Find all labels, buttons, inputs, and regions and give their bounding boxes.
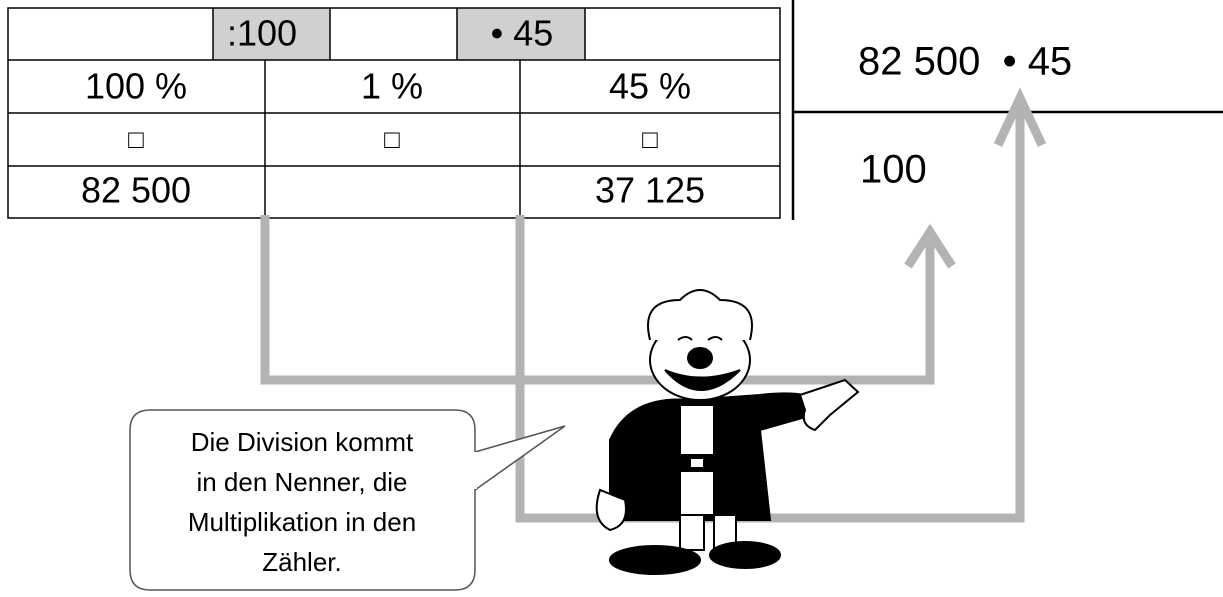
arrow-cell: □ <box>642 124 658 154</box>
clown <box>597 290 858 574</box>
result-cell: 37 125 <box>595 170 705 211</box>
arrow-cell: □ <box>384 124 400 154</box>
result-cell: 82 500 <box>81 170 191 211</box>
diagram: :100 • 45 100 % 1 % 45 % □ □ □ 82 500 37… <box>0 0 1223 592</box>
percent-cell: 45 % <box>609 66 691 107</box>
numerator: 82 500 • 45 <box>858 40 1072 84</box>
percent-cell: 100 % <box>85 66 187 107</box>
bubble-text: in den Nenner, die <box>196 467 407 497</box>
operation-label: • 45 <box>491 13 554 54</box>
bubble-tail-join <box>472 452 477 489</box>
arrow-cell: □ <box>128 124 144 154</box>
percent-cell: 1 % <box>361 66 423 107</box>
bubble-text: Zähler. <box>262 547 342 577</box>
bubble-text: Die Division kommt <box>191 427 414 457</box>
bubble-text: Multiplikation in den <box>188 507 416 537</box>
denominator: 100 <box>860 148 927 192</box>
operation-label: :100 <box>227 13 297 54</box>
